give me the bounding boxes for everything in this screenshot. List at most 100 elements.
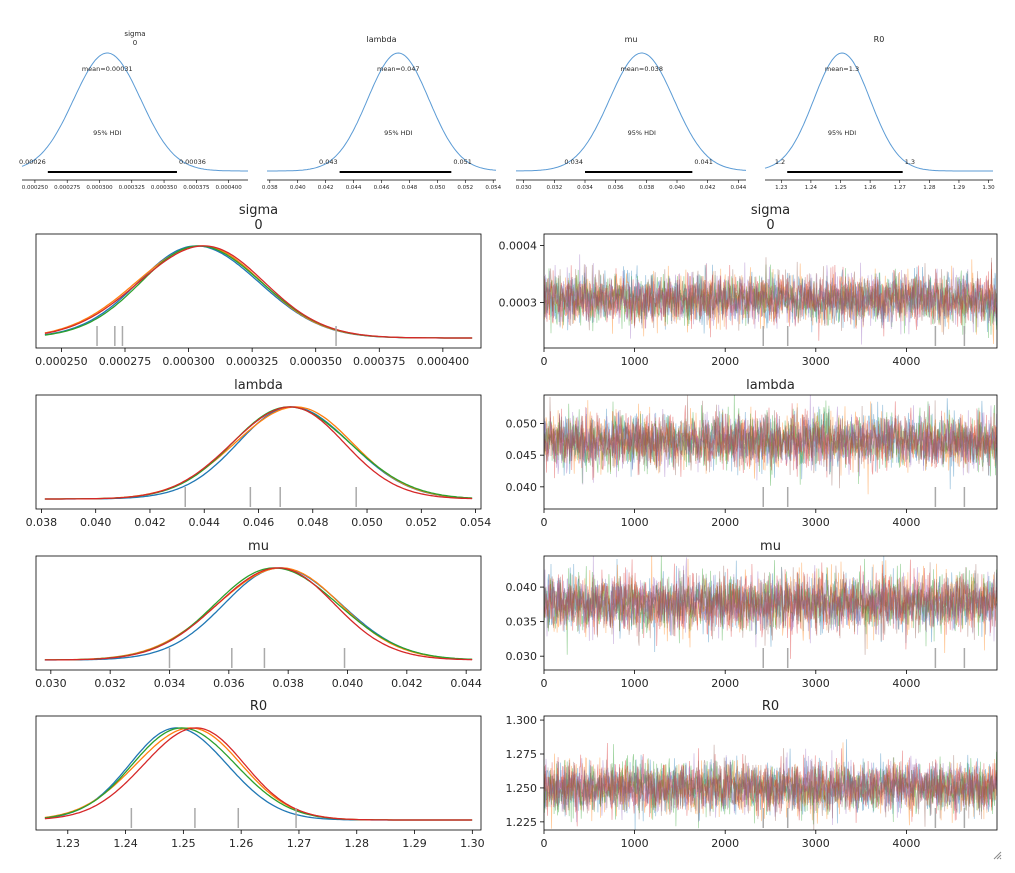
- trace-line-chain-2: [544, 744, 997, 829]
- x-tick-label: 1.26: [864, 185, 877, 191]
- x-tick-label: 0.000375: [183, 185, 210, 191]
- hdi-low-label: 0.00026: [19, 158, 46, 166]
- x-tick-label: 1.27: [287, 837, 312, 850]
- hdi-low-label: 1.2: [775, 158, 785, 166]
- x-tick-label: 0.000300: [162, 355, 215, 368]
- x-tick-label: 0.042: [391, 677, 423, 690]
- plot-frame: [35, 233, 482, 349]
- plot-frame: [543, 715, 998, 831]
- x-tick-label: 0.032: [546, 185, 562, 191]
- x-tick-label: 0: [541, 355, 548, 368]
- x-tick-label: 0.048: [402, 185, 418, 191]
- trace-line-chain-5: [544, 395, 997, 489]
- trace-line-chain-5: [544, 257, 997, 335]
- mean-label: mean=0.047: [377, 65, 420, 73]
- hdi-label: 95% HDI: [384, 129, 412, 137]
- x-tick-label: 4000: [892, 677, 920, 690]
- posterior-curve: [21, 52, 248, 172]
- x-tick-label: 2000: [711, 677, 739, 690]
- x-tick-label: 0: [541, 516, 548, 529]
- y-tick-label: 1.275: [506, 748, 538, 761]
- trace-line-chain-0: [544, 739, 997, 830]
- trace-title: mu: [760, 539, 781, 554]
- hdi-high-label: 1.3: [905, 158, 915, 166]
- x-tick-label: 0.052: [457, 185, 473, 191]
- x-tick-label: 3000: [802, 516, 830, 529]
- trace-line-chain-3: [544, 262, 997, 341]
- x-tick-label: 0.044: [188, 516, 220, 529]
- density-title: sigma: [239, 203, 278, 218]
- x-tick-label: 0.040: [332, 677, 364, 690]
- mean-label: mean=0.00031: [82, 65, 133, 73]
- x-tick-label: 3000: [802, 355, 830, 368]
- posterior-title: lambda: [367, 35, 397, 44]
- x-tick-label: 0.038: [272, 677, 304, 690]
- trace-line-chain-0: [544, 264, 997, 334]
- x-tick-label: 1.25: [171, 837, 196, 850]
- density-line-chain-0: [44, 567, 473, 661]
- x-tick-label: 0.000350: [289, 355, 342, 368]
- trace-line-chain-3: [544, 559, 997, 659]
- x-tick-label: 0.000325: [119, 185, 146, 191]
- x-tick-label: 0.000375: [353, 355, 406, 368]
- density-line-chain-3: [44, 727, 473, 821]
- x-tick-label: 0.044: [730, 185, 746, 191]
- x-tick-label: 1.30: [982, 185, 995, 191]
- x-tick-label: 0.038: [26, 516, 58, 529]
- trace-plot-R0: R0 0 1000 2000 3000 4000 1.225 1.250 1.275 1.300: [506, 699, 998, 850]
- x-tick-label: 0.032: [94, 677, 126, 690]
- y-tick-label: 0.040: [506, 581, 538, 594]
- x-tick-label: 0.042: [318, 185, 334, 191]
- posterior-plot-R0: R0 mean=1.3 95% HDI 1.2 1.3 1.23 1.24 1.25 1.26 1…: [764, 35, 995, 191]
- x-tick-label: 0.040: [669, 185, 685, 191]
- x-tick-label: 0.054: [460, 516, 492, 529]
- x-tick-label: 1000: [621, 677, 649, 690]
- x-tick-label: 0.038: [262, 185, 278, 191]
- x-tick-label: 0.036: [608, 185, 624, 191]
- trace-line-chain-1: [544, 400, 997, 495]
- density-line-chain-2: [44, 245, 473, 339]
- x-tick-label: 3000: [802, 837, 830, 850]
- trace-line-chain-3: [544, 742, 997, 827]
- x-tick-label: 0.048: [297, 516, 329, 529]
- trace-line-chain-4: [544, 556, 997, 648]
- x-tick-label: 0.000300: [86, 185, 113, 191]
- x-tick-label: 0.040: [80, 516, 112, 529]
- x-tick-label: 0.054: [485, 185, 501, 191]
- trace-line-chain-4: [544, 254, 997, 345]
- x-tick-label: 1.29: [402, 837, 427, 850]
- trace-line-chain-0: [544, 398, 997, 490]
- trace-title: R0: [762, 699, 779, 714]
- density-plot-R0: R0 1.23 1.24 1.25 1.26 1.27 1.28 1.29 1.30: [35, 699, 485, 850]
- trace-line-chain-1: [544, 742, 997, 829]
- resize-grip-icon[interactable]: [993, 851, 1002, 860]
- y-tick-label: 0.030: [506, 650, 538, 663]
- plot-frame: [543, 555, 998, 671]
- x-tick-label: 4000: [892, 516, 920, 529]
- y-tick-label: 1.300: [506, 714, 538, 727]
- hdi-low-label: 0.034: [564, 158, 583, 166]
- x-tick-label: 0.000250: [35, 355, 88, 368]
- trace-line-chain-1: [544, 556, 997, 654]
- y-tick-label: 1.250: [506, 782, 538, 795]
- posterior-curve: [516, 52, 747, 172]
- plot-frame: [35, 715, 482, 831]
- y-tick-label: 0.045: [506, 449, 538, 462]
- x-tick-label: 0: [541, 837, 548, 850]
- posterior-plot-mu: mu mean=0.038 95% HDI 0.034 0.041 0.030 0.032 0…: [516, 35, 747, 191]
- plot-frame: [35, 555, 482, 671]
- x-tick-label: 0.034: [577, 185, 593, 191]
- y-tick-label: 1.225: [506, 816, 538, 829]
- x-tick-label: 0.000275: [99, 355, 152, 368]
- trace-line-chain-4: [544, 395, 997, 485]
- x-tick-label: 0.042: [700, 185, 716, 191]
- x-tick-label: 0.000325: [226, 355, 279, 368]
- x-tick-label: 1.27: [894, 185, 907, 191]
- x-tick-label: 1.29: [953, 185, 966, 191]
- density-title: mu: [248, 539, 269, 554]
- posterior-plot-lambda: lambda mean=0.047 95% HDI 0.043 0.051 0.038 0.…: [262, 35, 502, 191]
- x-tick-label: 3000: [802, 677, 830, 690]
- x-tick-label: 1.28: [923, 185, 936, 191]
- posterior-curve: [764, 52, 993, 172]
